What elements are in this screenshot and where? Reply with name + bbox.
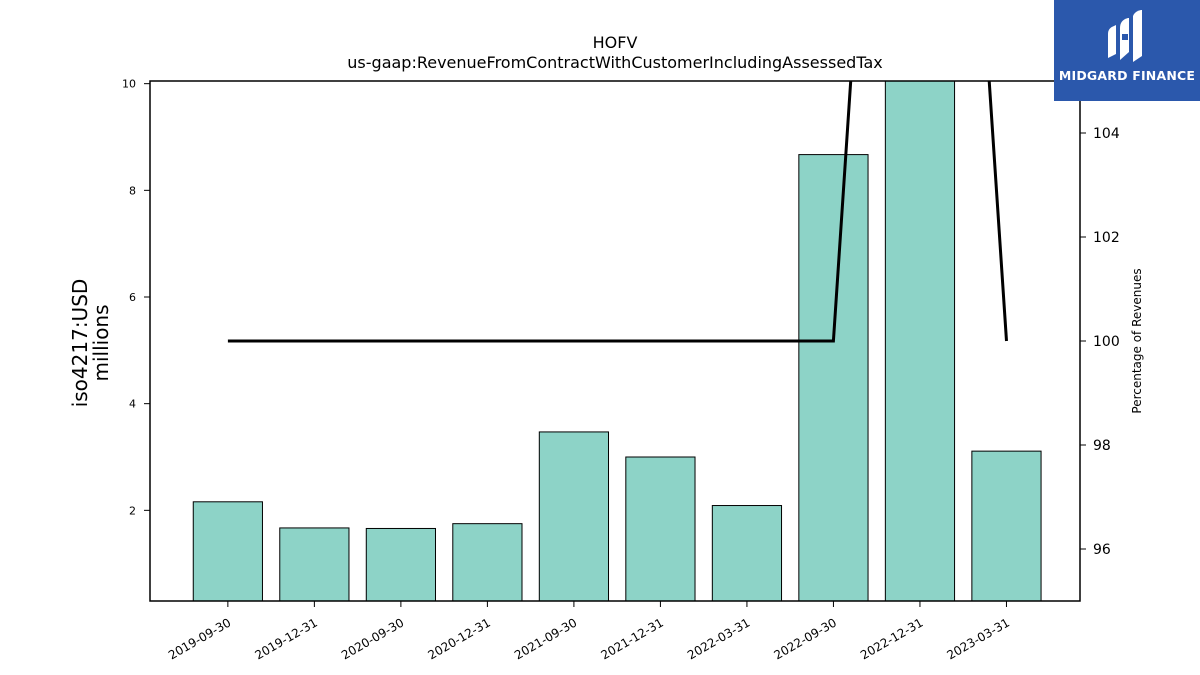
y2-axis-label: Percentage of Revenues <box>1130 268 1144 413</box>
y-tick-label: 10 <box>122 78 136 91</box>
y2-tick-label: 96 <box>1093 542 1111 558</box>
midgard-logo: MIDGARD FINANCE <box>1054 0 1200 101</box>
x-tick-label: 2021-09-30 <box>512 615 579 662</box>
bar-2021-12-31 <box>625 456 696 601</box>
x-tick-label: 2022-09-30 <box>772 615 839 662</box>
y-tick-label: 4 <box>129 398 136 411</box>
x-tick-label: 2022-12-31 <box>858 615 925 662</box>
logo-text: MIDGARD FINANCE <box>1058 68 1196 83</box>
line-series-group <box>227 81 1008 343</box>
bar-2020-12-31 <box>452 523 523 601</box>
bar-2020-09-30 <box>365 527 436 601</box>
y2-axis: 96 98 100 102 104 <box>1080 126 1120 558</box>
x-tick-label: 2022-03-31 <box>685 615 752 662</box>
x-axis: 2019-09-30 2019-12-31 2020-09-30 2020-12-31… <box>166 601 1012 662</box>
midgard-logo-icon <box>1108 10 1142 62</box>
y-tick-label: 8 <box>129 184 136 197</box>
y-axis-label-line2: millions <box>89 304 113 381</box>
percentage-line <box>227 81 1008 343</box>
bar-2022-12-31 <box>884 81 956 601</box>
bar-2019-12-31 <box>279 527 350 601</box>
y-tick-label: 2 <box>129 504 136 517</box>
y2-tick-label: 98 <box>1093 438 1111 454</box>
x-tick-label: 2023-03-31 <box>945 615 1012 662</box>
bar-2022-09-30 <box>798 154 869 601</box>
x-tick-label: 2020-12-31 <box>425 615 492 662</box>
y2-tick-label: 100 <box>1093 334 1120 350</box>
bar-2019-09-30 <box>192 501 263 601</box>
x-tick-label: 2019-12-31 <box>252 615 319 662</box>
y2-tick-label: 102 <box>1093 230 1120 246</box>
chart-subtitle: us-gaap:RevenueFromContractWithCustomerI… <box>347 53 882 72</box>
bar-2023-03-31 <box>971 450 1042 601</box>
x-tick-label: 2020-09-30 <box>339 615 406 662</box>
bar-2021-09-30 <box>538 431 610 601</box>
y-axis: 2 4 6 8 10 <box>122 78 150 517</box>
bars-group <box>192 81 1042 601</box>
x-tick-label: 2019-09-30 <box>166 615 233 662</box>
chart-title: HOFV <box>593 33 638 52</box>
x-tick-label: 2021-12-31 <box>599 615 666 662</box>
y2-tick-label: 104 <box>1093 126 1120 142</box>
y-tick-label: 6 <box>129 291 136 304</box>
bar-2022-03-31 <box>711 505 783 601</box>
y-axis-label-line1: iso4217:USD <box>68 279 92 408</box>
